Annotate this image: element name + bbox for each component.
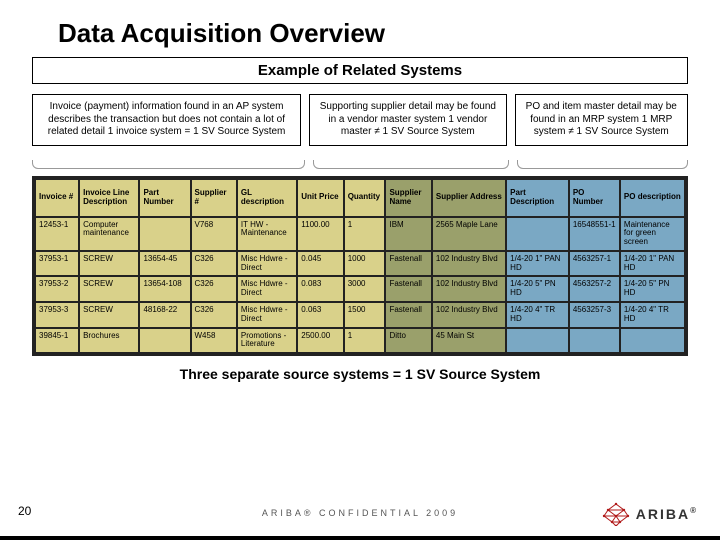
table-cell: Misc Hdwre - Direct xyxy=(237,302,297,328)
logo-icon xyxy=(602,502,630,526)
table-cell: 1/4-20 5" PN HD xyxy=(506,276,569,302)
table-row: 12453-1Computer maintenance V768IT HW - M… xyxy=(35,217,685,251)
table-cell xyxy=(139,217,190,251)
confidential-text: ARIBA® CONFIDENTIAL 2009 xyxy=(262,508,458,518)
table-cell: 102 Industry Blvd xyxy=(432,302,506,328)
brace-row xyxy=(32,154,688,174)
page-number: 20 xyxy=(18,504,31,518)
logo-text: ARIBA® xyxy=(636,506,698,522)
slide-title: Data Acquisition Overview xyxy=(32,18,688,49)
table-cell: Misc Hdwre - Direct xyxy=(237,251,297,277)
table-header: Unit Price xyxy=(297,179,343,217)
data-table: Invoice #Invoice Line DescriptionPart Nu… xyxy=(34,178,686,355)
table-cell: 0.083 xyxy=(297,276,343,302)
table-cell: 2565 Maple Lane xyxy=(432,217,506,251)
subtitle: Example of Related Systems xyxy=(32,57,688,84)
table-header: Invoice Line Description xyxy=(79,179,139,217)
table-header: Supplier # xyxy=(191,179,237,217)
table-cell: Fastenall xyxy=(385,276,431,302)
callout-mrp: PO and item master detail may be found i… xyxy=(515,94,688,146)
table-cell: SCREW xyxy=(79,302,139,328)
table-cell: 1 xyxy=(344,217,386,251)
table-cell: 3000 xyxy=(344,276,386,302)
table-cell: C326 xyxy=(191,276,237,302)
callout-supplier: Supporting supplier detail may be found … xyxy=(309,94,506,146)
table-cell xyxy=(506,328,569,354)
table-row: 37953-3SCREW48168-22C326Misc Hdwre - Dir… xyxy=(35,302,685,328)
brace-2 xyxy=(313,154,509,174)
table-cell: SCREW xyxy=(79,276,139,302)
footline: Three separate source systems = 1 SV Sou… xyxy=(32,366,688,382)
table-row: 39845-1Brochures W458Promotions - Literat… xyxy=(35,328,685,354)
table-cell: 13654-45 xyxy=(139,251,190,277)
table-row: 37953-2SCREW13654-108C326Misc Hdwre - Di… xyxy=(35,276,685,302)
table-cell: SCREW xyxy=(79,251,139,277)
bottom-bar xyxy=(0,536,720,540)
table-cell: IT HW - Maintenance xyxy=(237,217,297,251)
table-cell: C326 xyxy=(191,251,237,277)
table-cell: 39845-1 xyxy=(35,328,79,354)
table-cell: 1100.00 xyxy=(297,217,343,251)
table-row: 37953-1SCREW13654-45C326Misc Hdwre - Dir… xyxy=(35,251,685,277)
table-header: Supplier Address xyxy=(432,179,506,217)
table-cell xyxy=(506,217,569,251)
table-cell: 2500.00 xyxy=(297,328,343,354)
table-cell: W458 xyxy=(191,328,237,354)
table-cell: Fastenall xyxy=(385,302,431,328)
table-cell: 1/4-20 1" PAN HD xyxy=(620,251,685,277)
table-header: Part Number xyxy=(139,179,190,217)
table-cell: 1 xyxy=(344,328,386,354)
table-cell: 1/4-20 4" TR HD xyxy=(620,302,685,328)
table-cell: Maintenance for green screen xyxy=(620,217,685,251)
table-cell: Computer maintenance xyxy=(79,217,139,251)
table-cell: 1500 xyxy=(344,302,386,328)
table-cell: Misc Hdwre - Direct xyxy=(237,276,297,302)
table-header: PO description xyxy=(620,179,685,217)
table-cell xyxy=(620,328,685,354)
table-cell: 1/4-20 4" TR HD xyxy=(506,302,569,328)
table-cell: Promotions - Literature xyxy=(237,328,297,354)
callout-row: Invoice (payment) information found in a… xyxy=(32,94,688,146)
brace-1 xyxy=(32,154,305,174)
table-cell: 37953-1 xyxy=(35,251,79,277)
table-cell: IBM xyxy=(385,217,431,251)
table-cell: 37953-2 xyxy=(35,276,79,302)
table-cell: 4563257-1 xyxy=(569,251,620,277)
table-cell: 102 Industry Blvd xyxy=(432,276,506,302)
table-cell: 12453-1 xyxy=(35,217,79,251)
table-cell: 1000 xyxy=(344,251,386,277)
table-cell: 37953-3 xyxy=(35,302,79,328)
table-header: Invoice # xyxy=(35,179,79,217)
logo: ARIBA® xyxy=(602,502,698,526)
table-header: Part Description xyxy=(506,179,569,217)
table-cell: 4563257-2 xyxy=(569,276,620,302)
table-cell: C326 xyxy=(191,302,237,328)
table-cell: 48168-22 xyxy=(139,302,190,328)
table-header: Quantity xyxy=(344,179,386,217)
callout-invoice: Invoice (payment) information found in a… xyxy=(32,94,301,146)
table-cell: Ditto xyxy=(385,328,431,354)
table-cell: 1/4-20 1" PAN HD xyxy=(506,251,569,277)
table-cell: 0.063 xyxy=(297,302,343,328)
table-header-row: Invoice #Invoice Line DescriptionPart Nu… xyxy=(35,179,685,217)
table-cell: 16548551-1 xyxy=(569,217,620,251)
table-cell: V768 xyxy=(191,217,237,251)
data-table-wrap: Invoice #Invoice Line DescriptionPart Nu… xyxy=(32,176,688,357)
table-cell: 1/4-20 5" PN HD xyxy=(620,276,685,302)
table-cell: Brochures xyxy=(79,328,139,354)
table-cell xyxy=(139,328,190,354)
table-cell: 102 Industry Blvd xyxy=(432,251,506,277)
table-cell: 4563257-3 xyxy=(569,302,620,328)
table-cell: Fastenall xyxy=(385,251,431,277)
table-cell: 13654-108 xyxy=(139,276,190,302)
table-cell: 45 Main St xyxy=(432,328,506,354)
brace-3 xyxy=(517,154,688,174)
table-cell xyxy=(569,328,620,354)
table-header: GL description xyxy=(237,179,297,217)
table-cell: 0.045 xyxy=(297,251,343,277)
table-header: PO Number xyxy=(569,179,620,217)
table-header: Supplier Name xyxy=(385,179,431,217)
